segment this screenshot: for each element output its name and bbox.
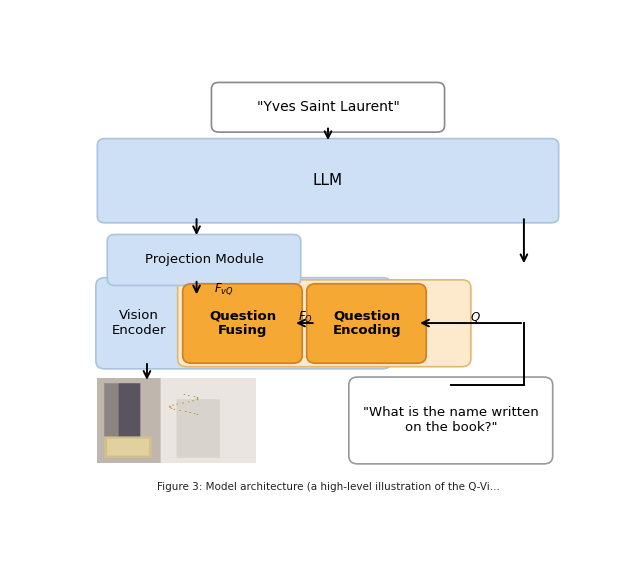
- FancyBboxPatch shape: [108, 234, 301, 286]
- FancyBboxPatch shape: [349, 377, 553, 464]
- Text: Question
Encoding: Question Encoding: [332, 309, 401, 337]
- FancyBboxPatch shape: [178, 280, 471, 367]
- Text: Vision
Encoder: Vision Encoder: [111, 309, 166, 337]
- FancyBboxPatch shape: [182, 284, 302, 363]
- Text: "What is the name written
on the book?": "What is the name written on the book?": [363, 406, 539, 434]
- Text: Figure 3: Model architecture (a high-level illustration of the Q-Vi...: Figure 3: Model architecture (a high-lev…: [157, 482, 499, 492]
- Text: $Q$: $Q$: [470, 310, 481, 324]
- Text: "Yves Saint Laurent": "Yves Saint Laurent": [257, 100, 399, 114]
- Text: LLM: LLM: [313, 173, 343, 188]
- FancyBboxPatch shape: [307, 284, 426, 363]
- FancyBboxPatch shape: [97, 139, 559, 223]
- Text: Question
Fusing: Question Fusing: [209, 309, 276, 337]
- Text: $\mathit{F}_{Q}$: $\mathit{F}_{Q}$: [298, 309, 313, 325]
- FancyBboxPatch shape: [211, 82, 445, 132]
- Text: Projection Module: Projection Module: [145, 254, 264, 266]
- Text: $\mathit{F}_{vQ}$: $\mathit{F}_{vQ}$: [214, 281, 234, 297]
- FancyBboxPatch shape: [96, 278, 392, 369]
